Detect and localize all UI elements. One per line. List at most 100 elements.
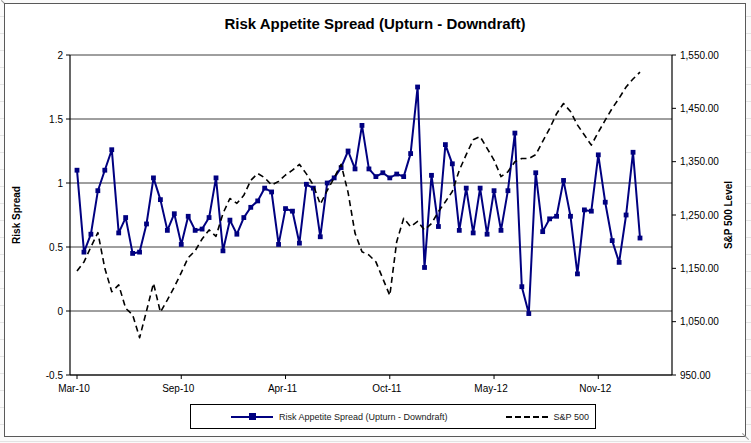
data-point-marker: [624, 213, 629, 218]
sp500-swatch-icon: [506, 412, 548, 421]
data-point-marker: [144, 222, 149, 227]
x-axis-tick-label: Mar-10: [58, 383, 90, 394]
right-axis-tick-label: 1,350.00: [680, 156, 719, 167]
data-point-marker: [387, 175, 392, 180]
data-point-marker: [200, 227, 205, 232]
data-point-marker: [82, 250, 87, 255]
data-point-marker: [255, 199, 260, 204]
x-axis-tick-label: Apr-11: [268, 383, 298, 394]
data-point-marker: [269, 190, 274, 195]
data-point-marker: [102, 168, 107, 173]
right-axis-tick-label: 1,550.00: [680, 50, 719, 61]
data-point-marker: [353, 167, 358, 172]
data-point-marker: [318, 234, 323, 239]
data-point-marker: [304, 182, 309, 187]
data-point-marker: [450, 161, 455, 166]
data-point-marker: [533, 170, 538, 175]
data-point-marker: [346, 149, 351, 154]
right-axis-tick-label: 950.00: [680, 370, 711, 381]
data-point-marker: [193, 228, 198, 233]
data-point-marker: [123, 215, 128, 220]
data-point-marker: [109, 147, 114, 152]
data-point-marker: [575, 271, 580, 276]
x-axis-tick-label: Oct-11: [372, 383, 402, 394]
plot-area: 2 1.5 1 0.5 0 -0.5 1,550.00 1,450.00 1,350.00 1,2…: [5, 4, 745, 436]
risk-spread-swatch-icon: [231, 412, 273, 421]
data-point-marker: [89, 232, 94, 237]
data-point-marker: [262, 186, 267, 191]
data-point-marker: [638, 236, 643, 241]
data-point-marker: [415, 85, 420, 90]
data-point-marker: [603, 200, 608, 205]
data-point-marker: [540, 229, 545, 234]
x-axis-tick-label: Sep-10: [162, 383, 195, 394]
data-point-marker: [221, 248, 226, 253]
data-point-marker: [214, 175, 219, 180]
left-axis-tick-label: 1: [57, 178, 63, 189]
data-point-marker: [436, 224, 441, 229]
data-point-marker: [506, 188, 511, 193]
left-axis-tick-label: 0.5: [49, 242, 63, 253]
data-point-marker: [165, 228, 170, 233]
data-point-marker: [234, 232, 239, 237]
data-point-marker: [380, 170, 385, 175]
data-point-marker: [137, 250, 142, 255]
spreadsheet-canvas: { "chart_data": { "type": "line", "title…: [0, 0, 751, 443]
data-point-marker: [512, 131, 517, 136]
data-point-marker: [561, 178, 566, 183]
data-point-marker: [464, 186, 469, 191]
legend-label-risk-spread: Risk Appetite Spread (Upturn - Downdraft…: [279, 412, 448, 422]
right-axis-tick-label: 1,050.00: [680, 316, 719, 327]
data-point-marker: [554, 214, 559, 219]
right-axis-title: S&P 500 Level: [723, 181, 734, 249]
data-point-marker: [443, 142, 448, 147]
data-point-marker: [568, 214, 573, 219]
data-point-marker: [485, 232, 490, 237]
right-axis-tick-label: 1,250.00: [680, 210, 719, 221]
data-point-marker: [290, 209, 295, 214]
data-point-marker: [526, 311, 531, 316]
data-point-marker: [457, 228, 462, 233]
legend-label-sp500: S&P 500: [554, 412, 589, 422]
data-point-marker: [429, 173, 434, 178]
data-point-marker: [492, 188, 497, 193]
data-point-marker: [547, 216, 552, 221]
data-point-marker: [151, 175, 156, 180]
data-point-marker: [207, 215, 212, 220]
data-point-marker: [408, 151, 413, 156]
data-point-marker: [283, 206, 288, 211]
data-point-marker: [478, 186, 483, 191]
data-point-marker: [276, 242, 281, 247]
left-axis-title: Risk Spread: [11, 186, 22, 244]
x-axis-tick-label: May-12: [474, 383, 508, 394]
right-axis-tick-label: 1,450.00: [680, 103, 719, 114]
left-axis-tick-label: -0.5: [46, 370, 64, 381]
data-point-marker: [116, 231, 121, 236]
data-point-marker: [401, 174, 406, 179]
data-point-marker: [631, 150, 636, 155]
data-point-marker: [367, 167, 372, 172]
data-point-marker: [130, 251, 135, 256]
data-point-marker: [596, 152, 601, 157]
data-point-marker: [589, 209, 594, 214]
data-point-marker: [179, 242, 184, 247]
x-axis-tick-label: Nov-12: [579, 383, 612, 394]
data-point-marker: [422, 265, 427, 270]
right-axis-tick-label: 1,150.00: [680, 263, 719, 274]
data-point-marker: [172, 211, 177, 216]
data-point-marker: [582, 207, 587, 212]
data-point-marker: [95, 188, 100, 193]
data-point-marker: [75, 168, 80, 173]
data-point-marker: [228, 218, 233, 223]
data-point-marker: [610, 238, 615, 243]
data-point-marker: [617, 260, 622, 265]
legend-item-sp500: S&P 500: [506, 412, 589, 422]
data-point-marker: [394, 172, 399, 177]
left-axis-tick-label: 2: [57, 50, 63, 61]
left-axis-tick-label: 1.5: [49, 114, 63, 125]
data-point-marker: [297, 241, 302, 246]
data-point-marker: [499, 228, 504, 233]
chart-object[interactable]: Risk Appetite Spread (Upturn - Downdraft…: [4, 3, 746, 437]
left-axis-tick-label: 0: [57, 306, 63, 317]
data-point-marker: [325, 181, 330, 186]
